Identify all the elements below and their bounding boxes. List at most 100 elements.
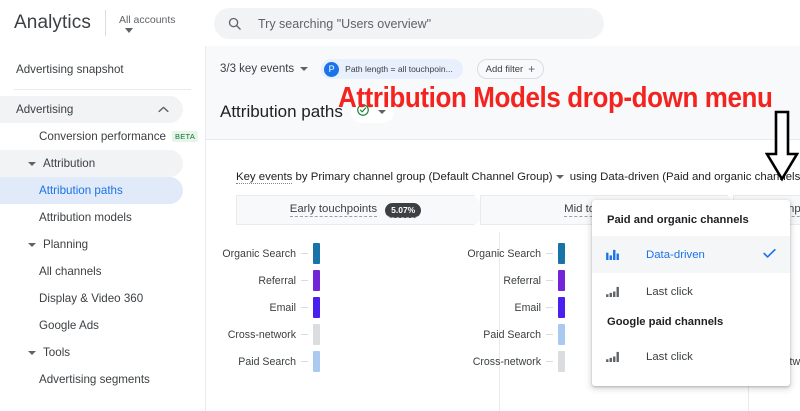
chart-row: Referral	[459, 267, 565, 294]
bar-segment	[558, 270, 565, 291]
bar-segment	[313, 270, 320, 291]
add-filter-button[interactable]: Add filter +	[476, 59, 545, 79]
sidebar-item-label: Conversion performance	[39, 130, 166, 143]
row-label: Email	[269, 301, 297, 314]
top-header-bar: Analytics All accounts Try searching "Us…	[0, 0, 800, 46]
menu-item-last-click-paid-organic[interactable]: Last click	[592, 273, 790, 310]
row-label: Paid Search	[483, 328, 541, 341]
check-circle-icon	[356, 103, 370, 122]
chart-row: Organic Search	[214, 240, 320, 267]
filter-row: 3/3 key events P Path length = all touch…	[220, 59, 545, 79]
menu-item-label: Last click	[646, 285, 693, 298]
insights-badge[interactable]	[350, 101, 394, 123]
sidebar-item-all-channels[interactable]: All channels	[0, 258, 183, 285]
sidebar-item-label: Advertising snapshot	[16, 63, 124, 76]
sidebar-item-label: Tools	[43, 346, 71, 359]
panel-attribution-model[interactable]: Data-driven (Paid and organic channels)	[600, 171, 800, 183]
sidebar-item-attribution-paths[interactable]: Attribution paths	[0, 177, 183, 204]
row-label: Cross-network	[227, 328, 296, 341]
card-percent: 5.07%	[385, 202, 422, 218]
card-early-touchpoints[interactable]: Early touchpoints 5.07%	[236, 195, 487, 227]
header-divider	[104, 10, 106, 36]
axis-tick	[301, 253, 308, 254]
sidebar-item-label: Advertising segments	[39, 373, 150, 386]
sidebar-item-label: Google Ads	[39, 319, 99, 332]
search-bar[interactable]: Try searching "Users overview"	[214, 8, 604, 39]
bar-segment	[558, 324, 565, 345]
row-label: Email	[514, 301, 542, 314]
bar-chart-icon	[606, 286, 630, 297]
key-events-label: 3/3 key events	[220, 63, 295, 75]
sidebar-item-google-ads[interactable]: Google Ads	[0, 312, 183, 339]
sidebar-item-label: Planning	[43, 238, 89, 251]
sidebar-item-planning[interactable]: Planning	[0, 231, 183, 258]
chart-row: Referral	[214, 267, 320, 294]
sidebar-item-advertising[interactable]: Advertising	[0, 96, 183, 123]
row-label: Cross-network	[472, 355, 541, 368]
sidebar-item-label: Attribution	[43, 157, 96, 170]
filter-chip-path-length[interactable]: P Path length = all touchpoin...	[321, 59, 463, 79]
account-selector[interactable]: All accounts	[119, 14, 178, 33]
down-arrow-icon	[764, 110, 800, 187]
early-touchpoints-column: Organic Search Referral Email Cross-netw…	[214, 232, 500, 411]
bar-segment	[313, 297, 320, 318]
sidebar-item-display-video-360[interactable]: Display & Video 360	[0, 285, 183, 312]
annotation-text: Attribution Models drop-down menu	[338, 80, 773, 114]
plus-icon: +	[528, 62, 536, 76]
axis-tick	[546, 361, 553, 362]
menu-item-data-driven[interactable]: Data-driven	[592, 236, 790, 273]
chart-row: Paid Search	[459, 321, 565, 348]
column-divider	[499, 232, 500, 411]
triangle-down-icon	[300, 67, 309, 71]
axis-tick	[546, 280, 553, 281]
sidebar-item-attribution[interactable]: Attribution	[0, 150, 183, 177]
chevron-up-icon	[158, 106, 169, 113]
menu-group-heading: Google paid channels	[607, 316, 724, 328]
panel-by-word: by	[295, 171, 308, 183]
sidebar-item-attribution-models[interactable]: Attribution models	[0, 204, 183, 231]
axis-tick	[546, 334, 553, 335]
account-selector-label: All accounts	[118, 13, 176, 26]
search-input-placeholder[interactable]: Try searching "Users overview"	[258, 16, 432, 31]
page-title-row: Attribution paths	[220, 101, 394, 123]
panel-metric[interactable]: Key events	[236, 171, 293, 184]
bar-segment	[558, 351, 565, 372]
panel-dimension[interactable]: Primary channel group (Default Channel G…	[310, 171, 553, 183]
bar-segment	[313, 324, 320, 345]
menu-item-last-click-google-paid[interactable]: Last click	[592, 338, 790, 375]
triangle-down-icon	[28, 350, 36, 355]
attribution-models-dropdown[interactable]: Paid and organic channels Data-driven	[592, 200, 790, 386]
bar-segment	[313, 351, 320, 372]
axis-tick	[301, 361, 308, 362]
beta-badge: BETA	[171, 131, 199, 142]
chart-row: Email	[459, 294, 565, 321]
app-brand: Analytics	[14, 12, 91, 33]
bar-segment	[313, 243, 320, 264]
triangle-down-icon	[28, 242, 36, 247]
triangle-down-icon[interactable]	[555, 175, 564, 179]
sidebar-item-advertising-segments[interactable]: Advertising segments	[0, 366, 183, 393]
key-events-selector[interactable]: 3/3 key events	[220, 63, 309, 75]
sidebar-item-label: Advertising	[16, 103, 74, 116]
sidebar-item-advertising-snapshot[interactable]: Advertising snapshot	[0, 56, 183, 83]
bar-chart-icon	[606, 249, 630, 260]
page-title: Attribution paths	[220, 102, 343, 121]
report-toolbar: 3/3 key events P Path length = all touch…	[206, 46, 800, 140]
panel-using-word: using	[569, 171, 597, 183]
panel-header-line: Key events by Primary channel group (Def…	[236, 171, 800, 184]
row-label: Paid Search	[238, 355, 296, 368]
axis-tick	[546, 253, 553, 254]
sidebar-item-tools[interactable]: Tools	[0, 339, 183, 366]
sidebar-item-label: All channels	[39, 265, 102, 278]
row-label: Organic Search	[222, 247, 296, 260]
chart-row: Cross-network	[214, 321, 320, 348]
sidebar-item-label: Attribution models	[39, 211, 132, 224]
sidebar-item-conversion-performance[interactable]: Conversion performance BETA	[0, 123, 199, 150]
chart-row: Paid Search	[214, 348, 320, 375]
sidebar-nav: Advertising snapshot Advertising Convers…	[0, 46, 206, 411]
axis-tick	[546, 307, 553, 308]
card-label: Early touchpoints	[289, 203, 378, 217]
bar-segment	[558, 297, 565, 318]
triangle-down-icon	[28, 161, 36, 166]
